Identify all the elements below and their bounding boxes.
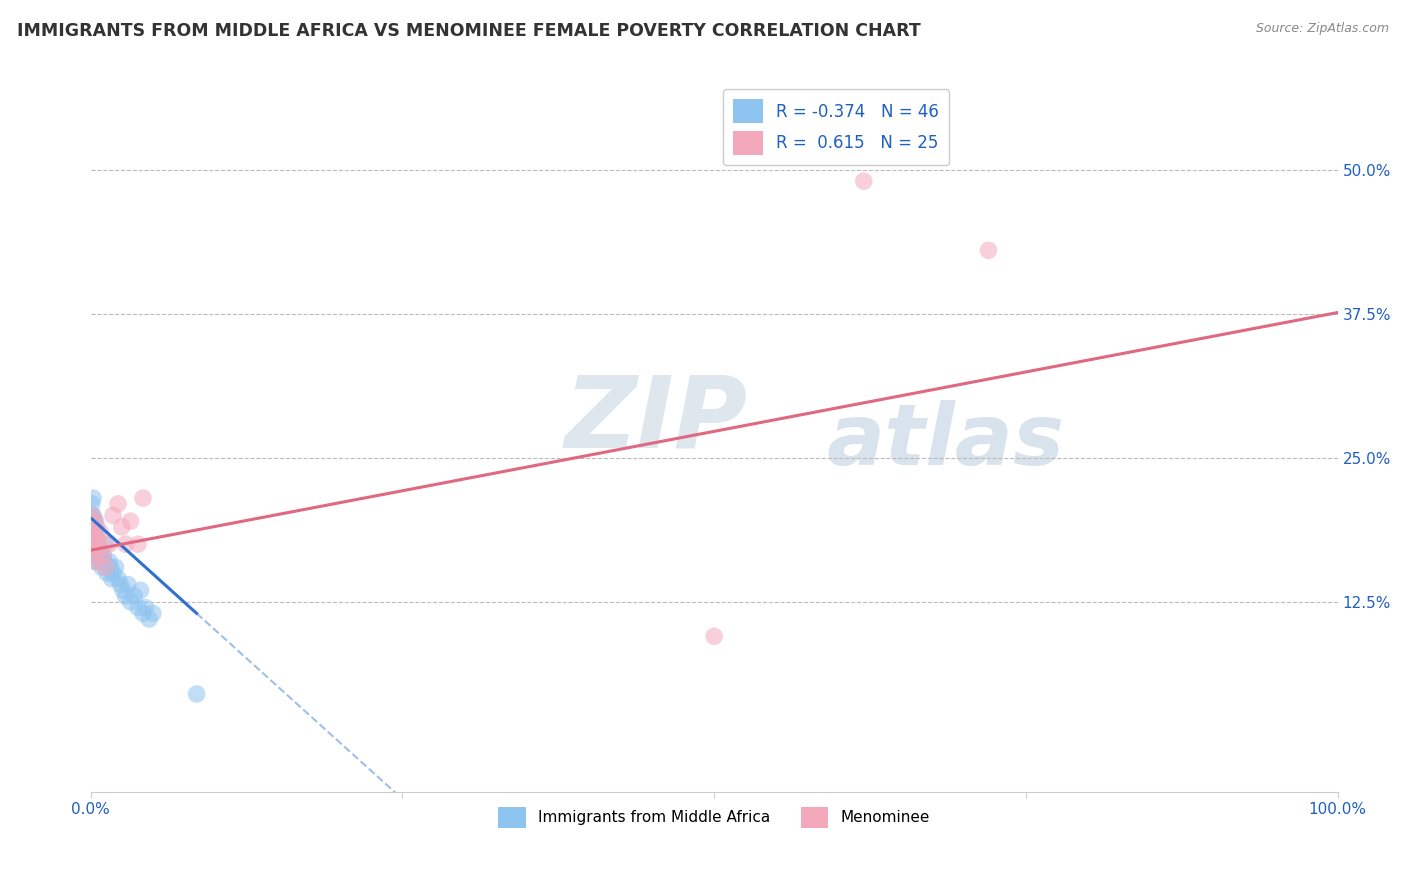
Text: IMMIGRANTS FROM MIDDLE AFRICA VS MENOMINEE FEMALE POVERTY CORRELATION CHART: IMMIGRANTS FROM MIDDLE AFRICA VS MENOMIN… xyxy=(17,22,921,40)
Point xyxy=(82,525,104,540)
Text: Source: ZipAtlas.com: Source: ZipAtlas.com xyxy=(1256,22,1389,36)
Point xyxy=(80,508,103,523)
Point xyxy=(82,508,104,523)
Point xyxy=(90,525,112,540)
Point xyxy=(86,520,108,534)
Point xyxy=(87,549,110,563)
Point xyxy=(82,491,104,505)
Point xyxy=(91,549,114,563)
Point xyxy=(80,537,103,551)
Point xyxy=(80,537,103,551)
Point xyxy=(94,560,117,574)
Point xyxy=(83,520,105,534)
Point xyxy=(93,554,115,568)
Point xyxy=(134,600,156,615)
Point xyxy=(82,514,104,528)
Point xyxy=(96,566,118,580)
Point xyxy=(977,244,1000,258)
Point xyxy=(120,595,142,609)
Point xyxy=(127,600,149,615)
Point xyxy=(107,572,129,586)
Point xyxy=(122,589,145,603)
Point xyxy=(83,554,105,568)
Point xyxy=(86,525,108,540)
Point xyxy=(98,537,121,551)
Point xyxy=(80,508,103,523)
Point xyxy=(83,532,105,546)
Point xyxy=(703,629,725,643)
Point xyxy=(142,607,165,621)
Point xyxy=(84,537,107,551)
Point xyxy=(84,525,107,540)
Text: ZIP: ZIP xyxy=(564,372,748,469)
Point xyxy=(114,589,136,603)
Point xyxy=(114,537,136,551)
Point xyxy=(104,560,127,574)
Point xyxy=(80,520,103,534)
Point xyxy=(82,549,104,563)
Point xyxy=(91,549,114,563)
Point xyxy=(186,687,208,701)
Point xyxy=(112,583,135,598)
Point xyxy=(127,537,149,551)
Point xyxy=(83,543,105,558)
Point xyxy=(129,583,152,598)
Point xyxy=(84,514,107,528)
Point xyxy=(87,537,110,551)
Point xyxy=(87,537,110,551)
Legend: Immigrants from Middle Africa, Menominee: Immigrants from Middle Africa, Menominee xyxy=(492,800,936,834)
Text: atlas: atlas xyxy=(827,401,1064,483)
Point xyxy=(852,174,875,188)
Point xyxy=(89,554,111,568)
Point xyxy=(101,508,124,523)
Point xyxy=(111,520,134,534)
Point xyxy=(132,491,155,505)
Point xyxy=(94,537,117,551)
Point xyxy=(100,560,122,574)
Point xyxy=(90,560,112,574)
Point xyxy=(83,537,105,551)
Point xyxy=(86,543,108,558)
Point xyxy=(82,525,104,540)
Point xyxy=(98,554,121,568)
Point xyxy=(84,532,107,546)
Point xyxy=(89,543,111,558)
Point xyxy=(82,549,104,563)
Point xyxy=(132,607,155,621)
Point xyxy=(83,514,105,528)
Point xyxy=(90,543,112,558)
Point xyxy=(101,572,124,586)
Point xyxy=(138,612,160,626)
Point xyxy=(117,577,139,591)
Point xyxy=(110,577,132,591)
Point xyxy=(120,514,142,528)
Point xyxy=(107,497,129,511)
Point xyxy=(101,566,124,580)
Point xyxy=(84,554,107,568)
Point xyxy=(80,497,103,511)
